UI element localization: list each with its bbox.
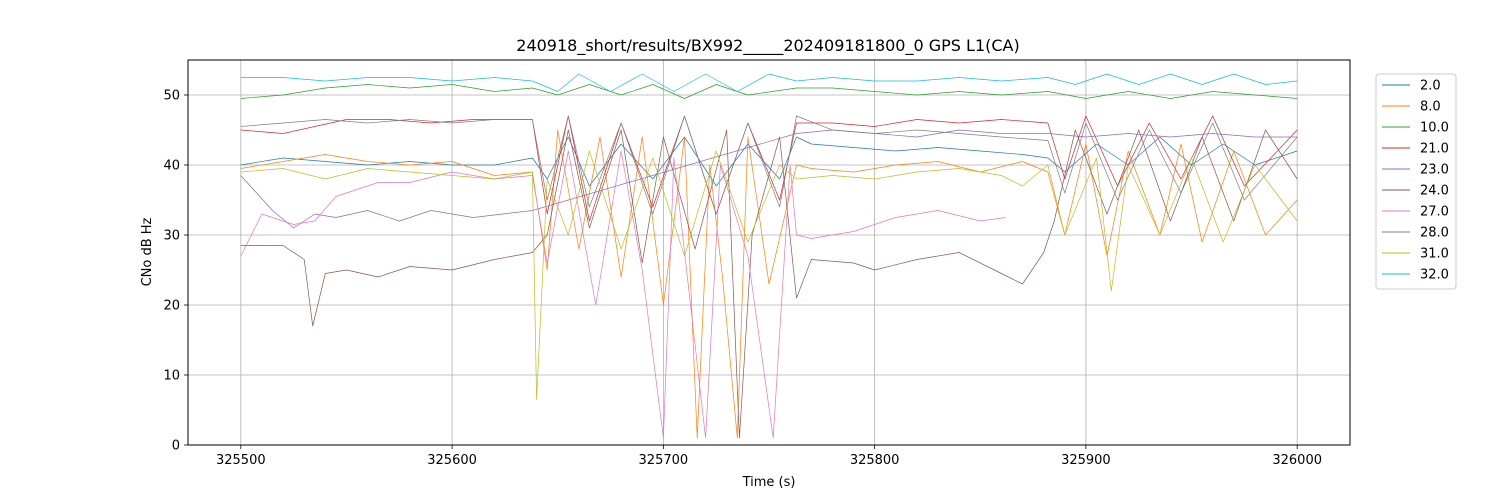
legend-label: 2.0 bbox=[1420, 79, 1441, 94]
y-tick-label: 50 bbox=[163, 89, 180, 104]
series-line-27-0 bbox=[240, 150, 1006, 439]
series-line-2-0 bbox=[240, 136, 1298, 187]
legend-label: 31.0 bbox=[1420, 247, 1449, 262]
y-tick-label: 20 bbox=[163, 299, 180, 314]
series-line-31-0 bbox=[240, 150, 1298, 400]
x-tick-label: 325700 bbox=[639, 453, 689, 468]
legend-label: 24.0 bbox=[1420, 184, 1449, 199]
chart-title: 240918_short/results/BX992_____202409181… bbox=[516, 36, 1019, 56]
series-line-24-0 bbox=[240, 129, 1298, 439]
plot-area bbox=[240, 73, 1298, 439]
legend-label: 23.0 bbox=[1420, 163, 1449, 178]
x-axis-label: Time (s) bbox=[742, 475, 796, 490]
y-tick-label: 40 bbox=[163, 159, 180, 174]
x-axis: 325500 325600 325700 325800 325900 326000 bbox=[216, 445, 1322, 468]
x-tick-label: 325800 bbox=[850, 453, 900, 468]
legend-label: 10.0 bbox=[1420, 121, 1449, 136]
axes-frame bbox=[187, 59, 1351, 446]
y-tick-label: 0 bbox=[172, 439, 180, 454]
y-axis: 0 10 20 30 40 50 bbox=[163, 89, 188, 454]
x-tick-label: 325900 bbox=[1061, 453, 1111, 468]
legend-label: 28.0 bbox=[1420, 226, 1449, 241]
x-tick-label: 325600 bbox=[427, 453, 477, 468]
y-axis-label: CNo dB Hz bbox=[140, 217, 155, 286]
y-tick-label: 30 bbox=[163, 229, 180, 244]
series-line-21-0 bbox=[240, 115, 1298, 222]
legend-label: 32.0 bbox=[1420, 268, 1449, 283]
legend-label: 8.0 bbox=[1420, 100, 1441, 115]
series-line-8-0 bbox=[240, 129, 1298, 439]
legend: 2.0 8.0 10.0 21.0 23.0 24.0 27.0 28.0 31.0 32.0 bbox=[1375, 73, 1457, 290]
y-tick-label: 10 bbox=[163, 369, 180, 384]
legend-label: 27.0 bbox=[1420, 205, 1449, 220]
series-line-28-0 bbox=[240, 115, 1298, 215]
x-tick-label: 325500 bbox=[216, 453, 266, 468]
series-line-10-0 bbox=[240, 84, 1298, 99]
legend-label: 21.0 bbox=[1420, 142, 1449, 157]
series-line-32-0 bbox=[240, 73, 1298, 92]
x-tick-label: 326000 bbox=[1272, 453, 1322, 468]
legend-frame bbox=[1375, 73, 1457, 290]
